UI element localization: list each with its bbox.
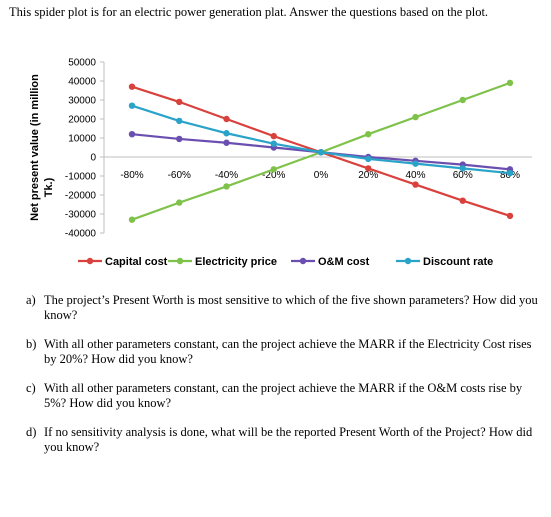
legend-swatch-marker (86, 257, 94, 265)
series-point (459, 165, 466, 172)
series-point (270, 166, 277, 173)
y-tick-label: -40000 (65, 229, 97, 240)
y-tick-label: 40000 (68, 77, 96, 88)
series-point (176, 135, 183, 143)
question-c: c) With all other parameters constant, c… (26, 381, 538, 411)
series-point (317, 149, 325, 156)
x-tick-label: 60% (453, 170, 473, 181)
series-point (223, 130, 230, 137)
y-axis-label-unit: Tk.) (43, 177, 55, 197)
x-tick-label: 0% (314, 170, 329, 181)
series-point (506, 79, 514, 87)
series-point (412, 113, 419, 121)
question-text: If no sensitivity analysis is done, what… (44, 425, 533, 454)
y-tick-label: 0 (90, 153, 96, 164)
question-d: d) If no sensitivity analysis is done, w… (26, 425, 538, 455)
y-axis-label: Net present value (in million (29, 74, 41, 221)
question-letter: b) (26, 337, 37, 351)
question-letter: c) (26, 381, 36, 395)
series-point (365, 165, 372, 172)
x-tick-label: -60% (168, 170, 191, 181)
question-text: The project’s Present Worth is most sens… (44, 293, 538, 322)
series-point (128, 102, 136, 109)
spider-plot-svg: 50000 40000 30000 20000 10000 0 -10000 -20000 -3… (29, 58, 532, 268)
series-point (506, 212, 514, 220)
series-point (365, 155, 372, 163)
legend-label: Capital cost (105, 256, 168, 268)
x-tick-label: -20% (262, 170, 285, 181)
series-point (412, 181, 419, 188)
series-point (270, 140, 277, 147)
y-tick-label: 20000 (68, 115, 96, 126)
legend-label: Electricity price (195, 256, 277, 268)
question-letter: d) (26, 425, 37, 439)
legend-label: O&M cost (318, 256, 370, 268)
y-tick-label: 10000 (68, 134, 96, 145)
series-point (459, 96, 466, 104)
series-point (270, 132, 277, 140)
questions-list: a) The project’s Present Worth is most s… (26, 293, 538, 469)
series-point (176, 117, 183, 125)
spider-plot: 50000 40000 30000 20000 10000 0 -10000 -20000 -3… (0, 48, 551, 280)
question-letter: a) (26, 293, 36, 307)
series-point (223, 115, 230, 123)
x-tick-label: -40% (215, 170, 238, 181)
y-tick-label: 30000 (68, 96, 96, 107)
legend-swatch-marker (176, 257, 184, 265)
series-point (223, 139, 230, 146)
series-point (176, 199, 183, 206)
x-tick-label: -80% (120, 170, 143, 181)
series-point (506, 169, 514, 177)
series-point (128, 83, 136, 90)
series-point (459, 197, 466, 204)
y-tick-label: 50000 (68, 58, 96, 69)
question-b: b) With all other parameters constant, c… (26, 337, 538, 367)
legend-swatch-marker (299, 257, 307, 265)
y-tick-label: -20000 (65, 191, 97, 202)
x-tick-label: 40% (405, 170, 425, 181)
y-tick-label: -10000 (65, 172, 97, 183)
legend-swatch-marker (404, 257, 412, 265)
question-text: With all other parameters constant, can … (44, 381, 523, 410)
legend-label: Discount rate (423, 256, 493, 268)
series-point (223, 183, 230, 190)
series-point (128, 131, 136, 138)
question-a: a) The project’s Present Worth is most s… (26, 293, 538, 323)
question-text: With all other parameters constant, can … (44, 337, 532, 366)
series-point (176, 98, 183, 106)
intro-text: This spider plot is for an electric powe… (9, 5, 489, 19)
series-point (365, 131, 372, 138)
x-tick-label: 20% (358, 170, 378, 181)
series-point (412, 160, 419, 167)
series-point (128, 216, 136, 223)
y-tick-label: -30000 (65, 210, 97, 221)
